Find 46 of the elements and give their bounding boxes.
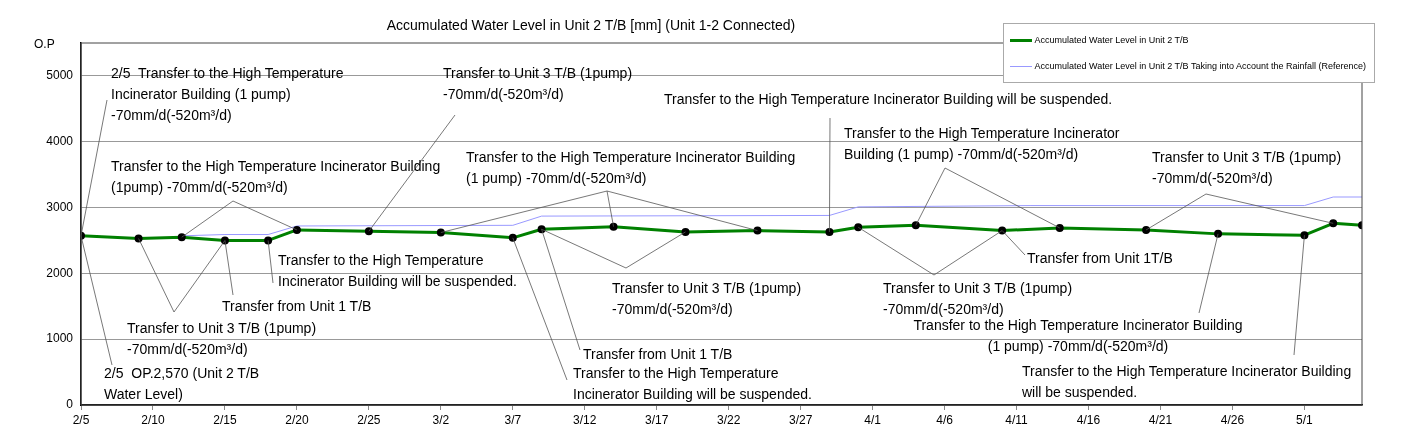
annotation: Transfer to Unit 3 T/B (1pump) -70mm/d(-520m³/d) bbox=[612, 279, 803, 319]
chart-title: Accumulated Water Level in Unit 2 T/B [mm] (Unit 1-2 Connected) bbox=[385, 17, 797, 33]
x-tick-label: 2/15 bbox=[213, 412, 237, 427]
y-tick-label: 1000 bbox=[46, 331, 74, 346]
annotation: Transfer to Unit 3 T/B (1pump) -70mm/d(-520m³/d) bbox=[1152, 148, 1343, 188]
annotation: Transfer to Unit 3 T/B (1pump) -70mm/d(-520m³/d) bbox=[127, 319, 318, 359]
x-tick-label: 2/5 bbox=[72, 412, 90, 427]
annotation: Transfer to the High Temperature Incinerator Building will be suspended. bbox=[664, 90, 1114, 109]
x-tick-label: 4/1 bbox=[864, 412, 882, 427]
x-tick-label: 4/16 bbox=[1076, 412, 1101, 427]
annotation: Transfer to the High Temperature Incinerator Building (1 pump) -70mm/d(-520m³/d) bbox=[913, 317, 1243, 356]
x-tick-label: 3/12 bbox=[573, 412, 597, 427]
annotation: Transfer to Unit 3 T/B (1pump) -70mm/d(-520m³/d) bbox=[883, 279, 1074, 319]
x-tick-label: 3/7 bbox=[504, 412, 522, 427]
y-tick-label: 0 bbox=[66, 397, 74, 412]
x-tick-label: 3/17 bbox=[645, 412, 669, 427]
x-tick-label: 4/26 bbox=[1220, 412, 1245, 427]
x-tick-label: 4/6 bbox=[936, 412, 954, 427]
y-tick-label: 5000 bbox=[46, 68, 74, 83]
annotation: 2/5 Transfer to the High Temperature Incinerator Building (1 pump) -70mm/d(-520m³/d) bbox=[111, 64, 345, 125]
x-tick-label: 5/1 bbox=[1296, 412, 1314, 427]
legend-label: Accumulated Water Level in Unit 2 T/B Taking into Account the Rainfall (Reference) bbox=[1034, 61, 1366, 71]
x-tick-label: 4/11 bbox=[1005, 412, 1029, 427]
annotation: Transfer to the High Temperature Incinerator Building will be suspended. bbox=[573, 364, 813, 404]
annotation: 2/5 OP.2,570 (Unit 2 T/B Water Level) bbox=[104, 364, 261, 404]
y-tick-label: 2000 bbox=[46, 265, 74, 280]
annotation: Transfer to the High Temperature Incinerator Building will be suspended. bbox=[1022, 362, 1352, 402]
x-tick-label: 3/22 bbox=[717, 412, 741, 427]
y-tick-label: 4000 bbox=[46, 134, 74, 149]
annotation: Transfer to the High Temperature Incinerator Building (1 pump) -70mm/d(-520m³/d) bbox=[844, 124, 1121, 164]
x-tick-label: 2/10 bbox=[141, 412, 165, 427]
annotation: Transfer to Unit 3 T/B (1pump) -70mm/d(-520m³/d) bbox=[443, 65, 633, 102]
annotation: Transfer from Unit 1 T/B bbox=[222, 297, 373, 316]
x-tick-label: 4/21 bbox=[1148, 412, 1173, 427]
x-tick-label: 2/20 bbox=[285, 412, 309, 427]
x-tick-label: 3/27 bbox=[788, 412, 813, 427]
x-tick-label: 2/25 bbox=[357, 412, 381, 427]
annotation: Transfer from Unit 1T/B bbox=[1027, 249, 1174, 268]
x-tick-label: 3/2 bbox=[432, 412, 450, 427]
y-axis-title: O.P bbox=[34, 37, 55, 51]
legend-label: Accumulated Water Level in Unit 2 T/B bbox=[1034, 35, 1189, 45]
annotation: Transfer to the High Temperature Incinerator Building will be suspended. bbox=[278, 251, 518, 291]
annotation: Transfer to the High Temperature Incinerator Building (1 pump) -70mm/d(-520m³/d) bbox=[466, 148, 797, 188]
annotation: Transfer from Unit 1 T/B bbox=[583, 345, 734, 364]
y-tick-label: 3000 bbox=[46, 199, 74, 214]
annotation: Transfer to the High Temperature Incinerator Building (1pump) -70mm/d(-520m³/d) bbox=[111, 157, 441, 197]
